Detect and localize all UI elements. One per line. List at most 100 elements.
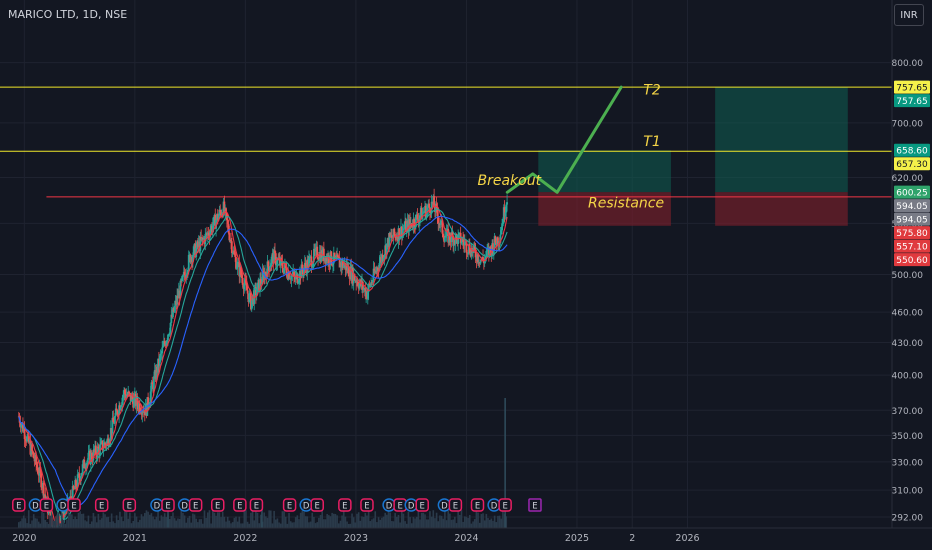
- candle-body: [72, 486, 75, 489]
- volume-bar: [54, 518, 57, 528]
- candle-body: [402, 229, 405, 231]
- volume-bar: [140, 514, 143, 528]
- candle-body: [128, 391, 130, 393]
- volume-bar: [51, 515, 53, 528]
- candle-body: [502, 223, 504, 224]
- candle-body: [119, 406, 122, 410]
- volume-bar: [77, 512, 80, 528]
- dividend-marker: D: [487, 498, 501, 512]
- candle-body: [70, 496, 72, 500]
- volume-bar: [359, 520, 362, 528]
- candle-body: [503, 207, 506, 217]
- candle-body: [391, 237, 394, 239]
- candle-body: [264, 272, 267, 274]
- volume-bar: [301, 510, 304, 528]
- volume-bar: [490, 518, 493, 528]
- candle-body: [347, 266, 350, 277]
- price-tag: 757.65: [896, 83, 928, 93]
- volume-bar: [202, 523, 204, 528]
- volume-bar: [84, 520, 86, 528]
- volume-bar: [32, 514, 35, 528]
- volume-bar: [107, 516, 110, 528]
- volume-bar: [492, 520, 494, 528]
- volume-bar: [276, 518, 279, 528]
- price-tag: 575.80: [896, 229, 928, 239]
- candle-body: [165, 341, 168, 346]
- candle-body: [73, 488, 76, 490]
- candle-body: [460, 242, 463, 244]
- volume-bar: [374, 511, 377, 528]
- volume-bar: [46, 521, 48, 528]
- marker-letter: E: [215, 502, 220, 512]
- volume-bar: [210, 523, 212, 528]
- candle-body: [169, 322, 172, 333]
- volume-bar: [477, 512, 479, 528]
- marker-letter: E: [532, 502, 537, 512]
- volume-group: [17, 398, 508, 528]
- candle-body: [109, 427, 112, 440]
- volume-bar: [314, 523, 317, 528]
- volume-bar: [465, 516, 468, 528]
- volume-bar: [205, 517, 207, 528]
- volume-bar: [279, 523, 282, 528]
- volume-bar: [19, 521, 22, 528]
- volume-bar: [400, 510, 403, 528]
- volume-bar: [495, 522, 498, 528]
- candle-body: [288, 271, 290, 280]
- volume-bar: [289, 521, 292, 528]
- marker-letter: E: [475, 502, 480, 512]
- volume-bar: [238, 516, 241, 528]
- volume-bar: [26, 523, 28, 528]
- candle-body: [300, 264, 303, 279]
- marker-letter: E: [99, 502, 104, 512]
- volume-bar: [178, 518, 181, 528]
- candle-body: [246, 290, 249, 294]
- volume-bar: [192, 513, 194, 528]
- candle-body: [183, 271, 186, 275]
- volume-bar: [37, 521, 40, 528]
- volume-bar: [493, 515, 496, 528]
- candle-body: [372, 268, 375, 281]
- candle-body: [414, 214, 417, 228]
- candle-body: [399, 235, 402, 240]
- volume-bar: [112, 521, 115, 528]
- volume-bar: [122, 521, 125, 528]
- price-tag-bg: [894, 239, 930, 253]
- candle-body: [499, 234, 502, 243]
- candle-body: [187, 254, 190, 270]
- candle-body: [388, 232, 391, 248]
- volume-bar: [168, 518, 171, 528]
- volume-bar: [127, 518, 130, 528]
- currency-button[interactable]: INR: [894, 4, 924, 26]
- volume-bar: [326, 513, 328, 528]
- marker-shape: [210, 498, 225, 512]
- candle-body: [298, 280, 300, 283]
- candle-body: [133, 397, 135, 408]
- price-tag-bg: [894, 157, 930, 171]
- candle-body: [382, 257, 385, 262]
- x-tick-label: 2026: [675, 533, 699, 544]
- volume-bar: [288, 512, 290, 528]
- volume-bar: [281, 511, 284, 528]
- candle-body: [419, 215, 421, 219]
- candle-body: [173, 306, 176, 312]
- volume-bar: [211, 510, 214, 528]
- volume-bar: [500, 518, 503, 528]
- position-profit-zone-0: [538, 150, 671, 193]
- candle-body: [199, 236, 202, 252]
- volume-bar: [329, 516, 332, 528]
- volume-bar: [273, 510, 275, 528]
- volume-bar: [158, 520, 161, 528]
- candle-body: [80, 472, 83, 477]
- candle-body: [87, 452, 90, 460]
- annotation-t1: T1: [643, 134, 660, 150]
- volume-bar: [298, 519, 300, 528]
- volume-bar: [439, 515, 441, 528]
- y-tick-label: 800.00: [892, 59, 924, 69]
- marker-letter: D: [386, 502, 393, 512]
- volume-bar: [99, 519, 101, 528]
- dividend-marker: D: [404, 498, 418, 512]
- volume-bar: [17, 522, 20, 528]
- candle-body: [101, 440, 104, 451]
